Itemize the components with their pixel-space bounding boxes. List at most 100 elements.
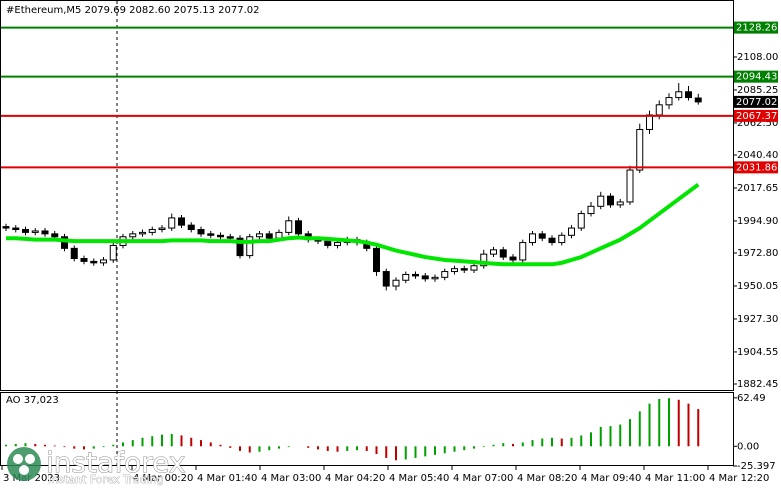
main-panel xyxy=(0,0,734,391)
candle-body xyxy=(31,230,39,233)
candle-body xyxy=(148,229,156,233)
candle-body xyxy=(70,247,78,260)
candle-body xyxy=(41,230,49,235)
chart-title: #Ethereum,M5 2079.69 2082.60 2075.13 207… xyxy=(6,5,260,16)
candle-body xyxy=(382,271,390,287)
candle-body xyxy=(558,234,566,244)
y-tick-label: 1904.55 xyxy=(737,347,778,358)
candle-body xyxy=(158,227,166,231)
candle-body xyxy=(548,237,556,244)
price-label: 2077.02 xyxy=(736,97,777,108)
candle-body xyxy=(568,227,575,236)
candle-body xyxy=(460,268,468,271)
candle-body xyxy=(246,236,254,257)
watermark: instaforex Instant Forex Trading xyxy=(7,446,186,486)
candle-body xyxy=(139,231,146,235)
candle-body xyxy=(675,91,683,99)
candle-body xyxy=(324,240,332,246)
candle-body xyxy=(187,224,195,231)
ao-title: AO 37,023 xyxy=(6,395,59,406)
y-tick-label: 1994.90 xyxy=(737,216,778,227)
candle-body xyxy=(626,169,634,203)
watermark-brand: instaforex xyxy=(46,446,185,479)
level-label-bg xyxy=(734,161,778,174)
candle-body xyxy=(451,268,458,273)
candle-body xyxy=(412,273,419,277)
candle-body xyxy=(285,220,293,233)
candle-body xyxy=(470,265,478,271)
candle-body xyxy=(236,237,244,257)
candle-body xyxy=(197,229,205,235)
logo xyxy=(7,447,41,481)
y-tick-label: 1972.80 xyxy=(737,248,778,259)
candle-body xyxy=(90,260,98,264)
candle-body xyxy=(207,233,215,236)
candle-body xyxy=(178,217,185,226)
candle-body xyxy=(441,271,449,278)
candle-body xyxy=(538,233,546,239)
logo-dot xyxy=(19,465,29,475)
candle-body xyxy=(616,201,624,206)
x-tick-label: 4 Mar 05:40 xyxy=(389,473,449,484)
candle-body xyxy=(168,217,176,229)
level-label: 2067.37 xyxy=(736,111,777,122)
candle-body xyxy=(217,234,224,238)
watermark-tagline: Instant Forex Trading xyxy=(48,473,164,486)
x-tick-label: 4 Mar 00:20 xyxy=(133,473,193,484)
candle-body xyxy=(295,220,302,235)
y-tick-label: 2062.50 xyxy=(737,118,778,129)
candle-body xyxy=(509,256,517,261)
y-tick-label: 2085.25 xyxy=(737,85,778,96)
candle-body xyxy=(100,259,107,264)
moving-average xyxy=(6,182,700,267)
candle-body xyxy=(402,273,410,281)
candle-body xyxy=(256,233,263,238)
y-tick-label: -25.397 xyxy=(737,461,776,472)
y-tick-label: 1882.45 xyxy=(737,379,778,390)
candle-body xyxy=(665,97,673,106)
logo-dot xyxy=(13,454,23,464)
x-tick-label: 4 Mar 11:00 xyxy=(645,473,705,484)
level-label: 2094.43 xyxy=(736,72,777,83)
y-tick-label: 0.00 xyxy=(737,441,759,452)
candle-body xyxy=(129,233,137,238)
candle-body xyxy=(12,227,20,231)
candle-body xyxy=(109,244,117,261)
y-tick-label: 2040.40 xyxy=(737,150,778,161)
x-tick-label: 4 Mar 09:40 xyxy=(581,473,641,484)
candle-body xyxy=(597,195,605,207)
candle-body xyxy=(587,205,595,215)
x-tick-label: 4 Mar 07:00 xyxy=(453,473,513,484)
candle-body xyxy=(226,236,234,239)
candle-body xyxy=(519,242,527,261)
x-tick-label: 4 Mar 01:40 xyxy=(197,473,257,484)
y-tick-label: 1950.05 xyxy=(737,281,778,292)
price-label-bg xyxy=(734,95,778,108)
candle-body xyxy=(431,276,439,280)
candle-body xyxy=(694,97,702,103)
candle-body xyxy=(490,249,497,255)
candle-body xyxy=(577,213,585,229)
candle-body xyxy=(529,233,536,244)
candle-body xyxy=(655,104,663,116)
y-tick-label: 2108.00 xyxy=(737,52,778,63)
candle-body xyxy=(373,247,380,273)
x-tick-label: 4 Mar 12:20 xyxy=(709,473,769,484)
x-tick-label: 4 Mar 08:20 xyxy=(517,473,577,484)
candle-body xyxy=(646,114,653,130)
candle-body xyxy=(334,242,341,246)
candle-body xyxy=(499,249,507,258)
candle-body xyxy=(51,233,59,238)
y-tick-label: 62.49 xyxy=(737,393,766,404)
level-label-bg xyxy=(734,70,778,83)
candle-body xyxy=(22,229,29,233)
candle-body xyxy=(392,279,400,287)
y-tick-label: 2017.65 xyxy=(737,183,778,194)
level-label: 2128.26 xyxy=(736,23,777,34)
candle-body xyxy=(421,275,429,280)
candle-body xyxy=(480,253,488,267)
candle-body xyxy=(265,233,273,239)
level-label: 2031.86 xyxy=(736,162,777,173)
level-label-bg xyxy=(734,109,778,122)
candle-body xyxy=(636,128,644,171)
